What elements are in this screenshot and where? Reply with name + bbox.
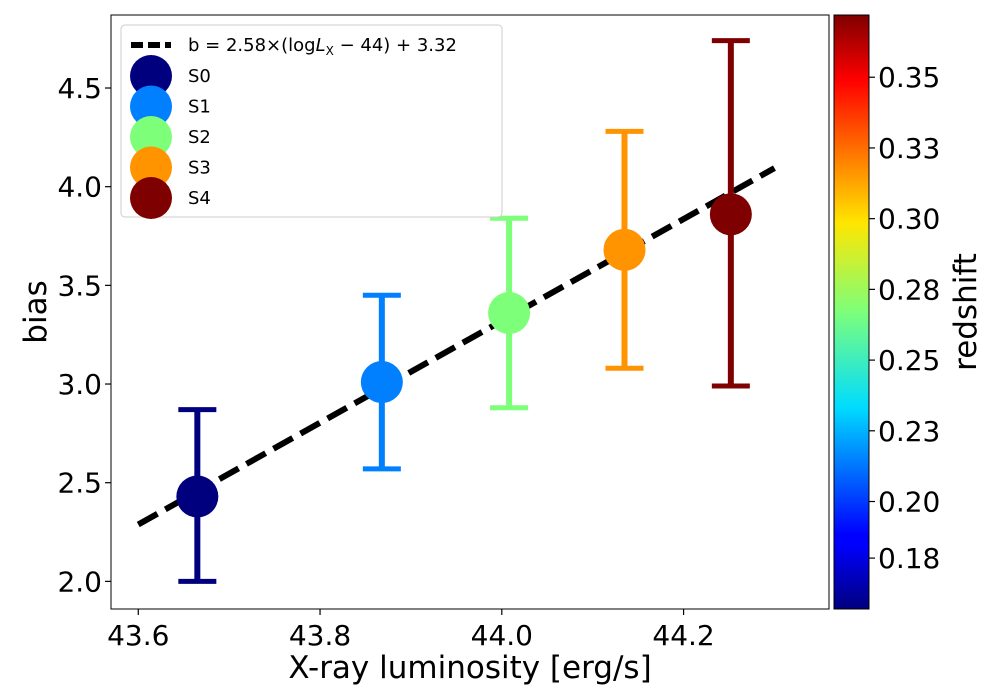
x-axis-title: X-ray luminosity [erg/s] xyxy=(288,650,651,686)
legend-box xyxy=(120,24,503,218)
legend-label-S3: S3 xyxy=(188,158,211,179)
legend-label-S2: S2 xyxy=(188,127,211,148)
legend-label-S4: S4 xyxy=(188,188,211,209)
colorbar-title: redshift xyxy=(948,253,984,371)
x-tick-label: 44.0 xyxy=(471,619,533,652)
y-tick-label: 3.5 xyxy=(57,269,102,302)
x-tick-label: 43.8 xyxy=(289,619,351,652)
colorbar-tick-label: 0.30 xyxy=(878,203,940,236)
marker-S1 xyxy=(360,361,403,404)
marker-S2 xyxy=(488,291,531,334)
data-points xyxy=(176,38,752,584)
fit-line xyxy=(136,165,776,528)
marker-S4 xyxy=(709,193,752,236)
legend-marker-S1 xyxy=(130,85,172,128)
legend-label-S0: S0 xyxy=(188,66,211,87)
x-axis-ticks: 43.6 43.8 44.0 44.2 xyxy=(107,609,715,652)
x-tick-label: 43.6 xyxy=(107,619,169,652)
y-tick-label: 2.0 xyxy=(57,565,102,598)
y-axis-title: bias xyxy=(18,280,54,343)
y-tick-label: 4.5 xyxy=(57,72,102,105)
y-tick-label: 2.5 xyxy=(57,467,102,500)
legend-marker-S4 xyxy=(130,177,172,219)
legend-marker-S2 xyxy=(130,116,172,158)
legend-marker-S3 xyxy=(130,146,172,189)
marker-S0 xyxy=(176,475,219,518)
y-tick-label: 4.0 xyxy=(57,171,102,204)
colorbar-tick-label: 0.23 xyxy=(878,415,940,448)
y-tick-label: 3.0 xyxy=(57,368,102,401)
colorbar-ticks: 0.18 0.20 0.23 0.25 0.28 0.30 0.33 0.35 xyxy=(869,61,940,575)
colorbar-tick-label: 0.18 xyxy=(878,542,940,575)
legend-fit-label: b = 2.58×(logLX − 44) + 3.32 xyxy=(188,35,457,58)
legend-marker-S0 xyxy=(130,55,172,97)
colorbar-tick-label: 0.25 xyxy=(878,344,940,377)
colorbar: 0.18 0.20 0.23 0.25 0.28 0.30 0.33 0.35 redshif… xyxy=(833,14,984,610)
colorbar-gradient xyxy=(833,14,870,610)
x-tick-label: 44.2 xyxy=(652,619,714,652)
colorbar-tick-label: 0.28 xyxy=(878,273,940,306)
legend-label-S1: S1 xyxy=(188,97,211,118)
y-axis-ticks: 2.0 2.5 3.0 3.5 4.0 4.5 xyxy=(57,72,111,598)
legend: b = 2.58×(logLX − 44) + 3.32 S0 S1 S2 S3 S4 xyxy=(120,24,503,219)
marker-S3 xyxy=(603,228,646,271)
colorbar-tick-label: 0.35 xyxy=(878,61,940,94)
colorbar-tick-label: 0.20 xyxy=(878,486,940,519)
colorbar-tick-label: 0.33 xyxy=(878,132,940,165)
